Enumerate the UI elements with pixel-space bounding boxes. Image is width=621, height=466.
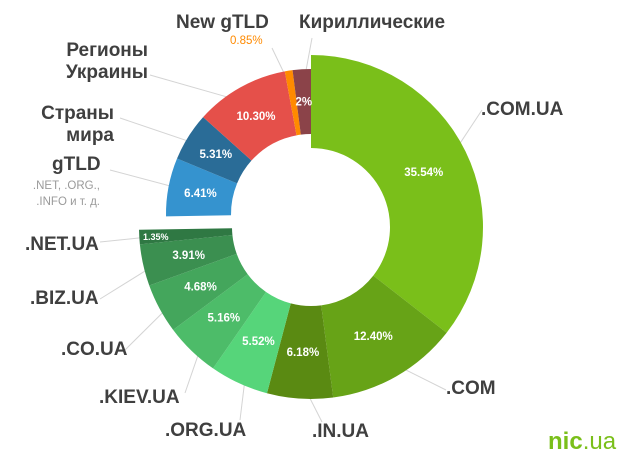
value-label-страны-мира: 5.31%	[200, 149, 233, 161]
label-gtld: gTLD	[52, 154, 101, 175]
label-countries: Страны мира	[41, 103, 114, 146]
slice-регионы-украины	[203, 71, 297, 161]
label-new-gtld: New gTLD	[176, 12, 269, 33]
label-in-ua: .IN.UA	[312, 421, 369, 442]
label-org-ua: .ORG.UA	[165, 420, 247, 441]
value-label-kiev-ua: 5.16%	[208, 312, 241, 324]
label-co-ua: .CO.UA	[61, 339, 128, 360]
slice-org-ua	[213, 291, 291, 394]
value-label-co-ua: 4.68%	[184, 281, 217, 293]
value-label-com: 12.40%	[354, 331, 393, 343]
nic-ua-logo: nic.ua	[548, 428, 617, 455]
value-label-org-ua: 5.52%	[242, 336, 275, 348]
label-gtld-sub: .NET, .ORG., .INFO и т. д.	[32, 180, 100, 208]
label-biz-ua: .BIZ.UA	[30, 288, 99, 309]
slice-new-gtld	[284, 70, 301, 136]
slice-co-ua	[149, 253, 248, 330]
value-label-com-ua: 35.54%	[404, 167, 443, 179]
label-com-ua: .COM.UA	[481, 99, 564, 120]
slice-net-ua	[139, 228, 233, 245]
label-cyrillic: Кириллические	[299, 12, 446, 33]
slice-страны-мира	[177, 117, 252, 184]
slice-gtld	[166, 158, 238, 217]
value-label-in-ua: 6.18%	[287, 347, 320, 359]
slice-biz-ua	[139, 234, 237, 286]
slice-com	[321, 275, 447, 398]
label-com: .COM	[446, 378, 496, 399]
label-net-ua: .NET.UA	[25, 234, 99, 255]
slice-com-ua	[311, 55, 483, 333]
value-label-net-ua: 1.35%	[143, 232, 169, 242]
value-label-регионы-украины: 10.30%	[237, 111, 276, 123]
value-label-biz-ua: 3.91%	[172, 250, 205, 262]
label-kiev-ua: .KIEV.UA	[99, 387, 180, 408]
slice-kiev-ua	[173, 274, 267, 369]
slice-in-ua	[266, 303, 334, 399]
value-new-gtld: 0.85%	[230, 35, 263, 47]
value-label-кириллические: 2%	[296, 97, 313, 109]
value-label-gtld: 6.41%	[184, 188, 217, 200]
label-regions: Регионы Украины	[65, 40, 148, 83]
slice-кириллические	[292, 69, 311, 135]
